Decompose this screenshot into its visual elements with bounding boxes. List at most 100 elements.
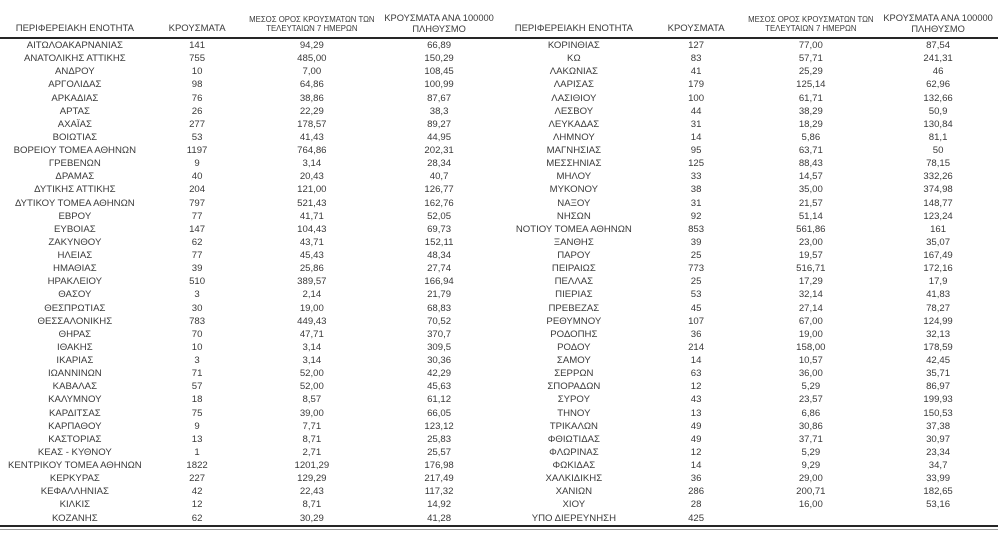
per-100k-cell: 23,34 (926, 446, 951, 458)
avg-7day-cell: 29,00 (798, 473, 823, 485)
table-row: ΑΧΑΪΑΣ 277 178,57 89,27 (0, 118, 499, 131)
per-100k-cell: 50,9 (928, 105, 948, 117)
cases-cell: 1822 (186, 460, 208, 471)
cases-cell: 77 (191, 250, 203, 261)
cases-table-right: ΠΕΡΙΦΕΡΕΙΑΚΗ ΕΝΟΤΗΤΑ ΚΡΟΥΣΜΑΤΑ ΜΕΣΟΣ ΟΡΟ… (499, 13, 998, 525)
table-row: ΝΑΞΟΥ 31 21,57 148,77 (499, 197, 998, 210)
cases-table-left: ΠΕΡΙΦΕΡΕΙΑΚΗ ΕΝΟΤΗΤΑ ΚΡΟΥΣΜΑΤΑ ΜΕΣΟΣ ΟΡΟ… (0, 13, 499, 525)
avg-7day-cell: 3,14 (302, 341, 322, 353)
avg-7day-cell: 17,29 (798, 276, 823, 288)
cases-cell: 76 (191, 92, 203, 104)
cases-cell: 36 (690, 328, 702, 340)
region-name-cell: ΞΑΝΘΗΣ (553, 236, 594, 248)
table-row: ΘΗΡΑΣ 70 47,71 370,7 (0, 328, 499, 341)
table-row: ΚΑΡΔΙΤΣΑΣ 75 39,00 66,05 (0, 407, 499, 420)
table-row: ΗΜΑΘΙΑΣ 39 25,86 27,74 (0, 262, 499, 275)
per-100k-cell: 41,83 (926, 289, 951, 301)
avg-7day-cell: 23,00 (798, 236, 823, 248)
per-100k-cell: 35,07 (926, 236, 951, 248)
per-100k-cell: 44,95 (427, 131, 452, 143)
region-name-cell: ΛΕΥΚΑΔΑΣ (548, 118, 600, 130)
per-100k-cell: 87,54 (926, 40, 951, 51)
avg-7day-cell: 6,86 (801, 407, 821, 419)
table-row: ΚΟΡΙΝΘΙΑΣ 127 77,00 87,54 (499, 38, 998, 52)
avg-7day-cell: 8,57 (302, 394, 322, 406)
avg-7day-cell: 22,29 (299, 105, 324, 117)
table-row: ΚΙΛΚΙΣ 12 8,71 14,92 (0, 498, 499, 511)
region-name-cell: ΑΝΔΡΟΥ (55, 66, 95, 78)
cases-cell: 62 (191, 512, 203, 524)
cases-cell: 1 (194, 446, 200, 458)
table-row: ΘΕΣΣΑΛΟΝΙΚΗΣ 783 449,43 70,52 (0, 315, 499, 328)
table-body-right: ΚΟΡΙΝΘΙΑΣ 127 77,00 87,54 ΚΩ 83 57,71 241,31 ΛΑΚ… (499, 38, 998, 525)
avg-7day-cell: 8,71 (302, 499, 322, 511)
avg-7day-cell: 36,00 (798, 368, 823, 380)
table-row: ΛΗΜΝΟΥ 14 5,86 81,1 (499, 131, 998, 144)
per-100k-cell: 37,38 (926, 420, 951, 432)
cases-cell: 1197 (186, 145, 208, 156)
cases-cell: 53 (191, 131, 203, 143)
per-100k-cell: 309,5 (427, 341, 452, 353)
region-name-cell: ΛΑΚΩΝΙΑΣ (549, 66, 598, 78)
region-name-cell: ΤΡΙΚΑΛΩΝ (549, 420, 598, 432)
region-name-cell: ΔΥΤΙΚΗΣ ΑΤΤΙΚΗΣ (34, 184, 116, 196)
region-name-cell: ΑΙΤΩΛΟΑΚΑΡΝΑΝΙΑΣ (26, 40, 123, 51)
avg-7day-cell: 16,00 (798, 499, 823, 511)
table-row: ΥΠΟ ΔΙΕΡΕΥΝΗΣΗ 425 (499, 512, 998, 525)
avg-7day-cell: 7,71 (302, 420, 322, 432)
cases-cell: 204 (189, 184, 206, 196)
region-name-cell: ΣΥΡΟΥ (557, 394, 590, 406)
per-100k-cell: 152,11 (424, 236, 454, 248)
per-100k-cell: 241,31 (923, 53, 953, 65)
table-row: ΚΑΛΥΜΝΟΥ 18 8,57 61,12 (0, 393, 499, 406)
table-row: ΞΑΝΘΗΣ 39 23,00 35,07 (499, 236, 998, 249)
table-row: ΚΕΡΚΥΡΑΣ 227 129,29 217,49 (0, 472, 499, 485)
cases-cell: 127 (688, 40, 705, 51)
avg-7day-cell: 389,57 (297, 276, 327, 288)
region-name-cell: ΑΧΑΪΑΣ (57, 118, 92, 130)
table-row: ΙΚΑΡΙΑΣ 3 3,14 30,36 (0, 354, 499, 367)
region-name-cell: ΧΙΟΥ (562, 499, 586, 511)
cases-cell: 57 (191, 381, 203, 393)
cases-cell: 39 (191, 263, 203, 275)
table-row: ΔΡΑΜΑΣ 40 20,43 40,7 (0, 170, 499, 183)
cases-cell: 214 (688, 341, 705, 353)
table-row: ΧΑΛΚΙΔΙΚΗΣ 36 29,00 33,99 (499, 472, 998, 485)
table-row: ΔΥΤΙΚΗΣ ΑΤΤΙΚΗΣ 204 121,00 126,77 (0, 183, 499, 196)
region-name-cell: ΚΑΣΤΟΡΙΑΣ (48, 433, 102, 445)
table-row: ΣΠΟΡΑΔΩΝ 12 5,29 86,97 (499, 380, 998, 393)
col-header-per-100k: ΚΡΟΥΣΜΑΤΑ ΑΝΑ 100000 ΠΛΗΘΥΣΜΟ (878, 13, 998, 39)
table-header-right: ΠΕΡΙΦΕΡΕΙΑΚΗ ΕΝΟΤΗΤΑ ΚΡΟΥΣΜΑΤΑ ΜΕΣΟΣ ΟΡΟ… (499, 13, 998, 39)
avg-7day-cell: 32,14 (798, 289, 823, 301)
table-row: ΛΕΥΚΑΔΑΣ 31 18,29 130,84 (499, 118, 998, 131)
region-name-cell: ΒΟΡΕΙΟΥ ΤΟΜΕΑ ΑΘΗΝΩΝ (13, 145, 137, 156)
per-100k-cell: 35,71 (926, 368, 951, 380)
region-name-cell: ΑΡΓΟΛΙΔΑΣ (48, 79, 102, 91)
table-row: ΡΟΔΟΠΗΣ 36 19,00 32,13 (499, 328, 998, 341)
table-row: ΗΡΑΚΛΕΙΟΥ 510 389,57 166,94 (0, 275, 499, 288)
avg-7day-cell: 516,71 (796, 263, 826, 275)
cases-cell: 14 (690, 355, 702, 366)
per-100k-cell: 25,83 (427, 433, 452, 445)
region-name-cell: ΚΕΡΚΥΡΑΣ (49, 473, 100, 485)
avg-7day-cell: 18,29 (798, 118, 823, 130)
per-100k-cell: 53,16 (926, 499, 951, 511)
col-header-region: ΠΕΡΙΦΕΡΕΙΑΚΗ ΕΝΟΤΗΤΑ (0, 13, 150, 39)
avg-7day-cell: 38,29 (798, 105, 823, 117)
avg-7day-cell (743, 512, 878, 525)
avg-7day-cell: 52,00 (299, 381, 324, 393)
col-header-region: ΠΕΡΙΦΕΡΕΙΑΚΗ ΕΝΟΤΗΤΑ (499, 13, 649, 39)
table-row: ΑΙΤΩΛΟΑΚΑΡΝΑΝΙΑΣ 141 94,29 66,89 (0, 38, 499, 52)
region-name-cell: ΛΑΣΙΘΙΟΥ (551, 92, 597, 104)
per-100k-cell: 370,7 (427, 328, 452, 340)
region-name-cell: ΑΡΚΑΔΙΑΣ (51, 92, 99, 104)
table-row: ΑΡΤΑΣ 26 22,29 38,3 (0, 105, 499, 118)
per-100k-cell: 81,1 (928, 131, 948, 143)
per-100k-cell: 78,27 (926, 302, 951, 314)
cases-cell: 43 (690, 394, 702, 406)
cases-cell: 75 (191, 407, 203, 419)
per-100k-cell: 130,84 (923, 118, 953, 130)
table-row: ΚΩ 83 57,71 241,31 (499, 52, 998, 65)
cases-cell: 9 (194, 420, 200, 432)
col-header-avg-7day: ΜΕΣΟΣ ΟΡΟΣ ΚΡΟΥΣΜΑΤΩΝ ΤΩΝ ΤΕΛΕΥΤΑΙΩΝ 7 Η… (244, 13, 380, 39)
